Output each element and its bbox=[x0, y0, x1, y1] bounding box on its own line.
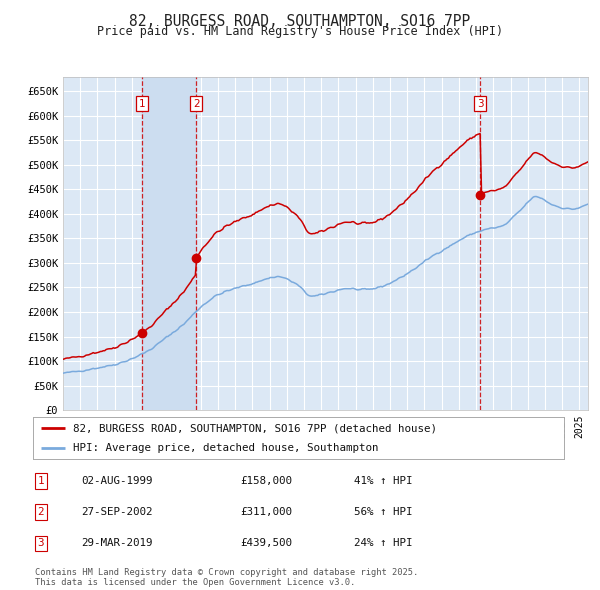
Text: 24% ↑ HPI: 24% ↑ HPI bbox=[354, 539, 413, 548]
Text: 56% ↑ HPI: 56% ↑ HPI bbox=[354, 507, 413, 517]
Text: 3: 3 bbox=[38, 539, 44, 548]
Text: 29-MAR-2019: 29-MAR-2019 bbox=[81, 539, 152, 548]
Text: 27-SEP-2002: 27-SEP-2002 bbox=[81, 507, 152, 517]
Text: 2: 2 bbox=[38, 507, 44, 517]
Text: HPI: Average price, detached house, Southampton: HPI: Average price, detached house, Sout… bbox=[73, 444, 379, 453]
Text: Contains HM Land Registry data © Crown copyright and database right 2025.
This d: Contains HM Land Registry data © Crown c… bbox=[35, 568, 418, 587]
Text: £158,000: £158,000 bbox=[240, 476, 292, 486]
Text: £439,500: £439,500 bbox=[240, 539, 292, 548]
Text: 2: 2 bbox=[193, 99, 200, 109]
Text: 3: 3 bbox=[477, 99, 484, 109]
Bar bbox=[142, 77, 196, 410]
Text: £311,000: £311,000 bbox=[240, 507, 292, 517]
Text: 1: 1 bbox=[38, 476, 44, 486]
Text: 1: 1 bbox=[139, 99, 145, 109]
Text: Price paid vs. HM Land Registry's House Price Index (HPI): Price paid vs. HM Land Registry's House … bbox=[97, 25, 503, 38]
Text: 41% ↑ HPI: 41% ↑ HPI bbox=[354, 476, 413, 486]
Text: 02-AUG-1999: 02-AUG-1999 bbox=[81, 476, 152, 486]
Text: 82, BURGESS ROAD, SOUTHAMPTON, SO16 7PP: 82, BURGESS ROAD, SOUTHAMPTON, SO16 7PP bbox=[130, 14, 470, 29]
Text: 82, BURGESS ROAD, SOUTHAMPTON, SO16 7PP (detached house): 82, BURGESS ROAD, SOUTHAMPTON, SO16 7PP … bbox=[73, 423, 437, 433]
